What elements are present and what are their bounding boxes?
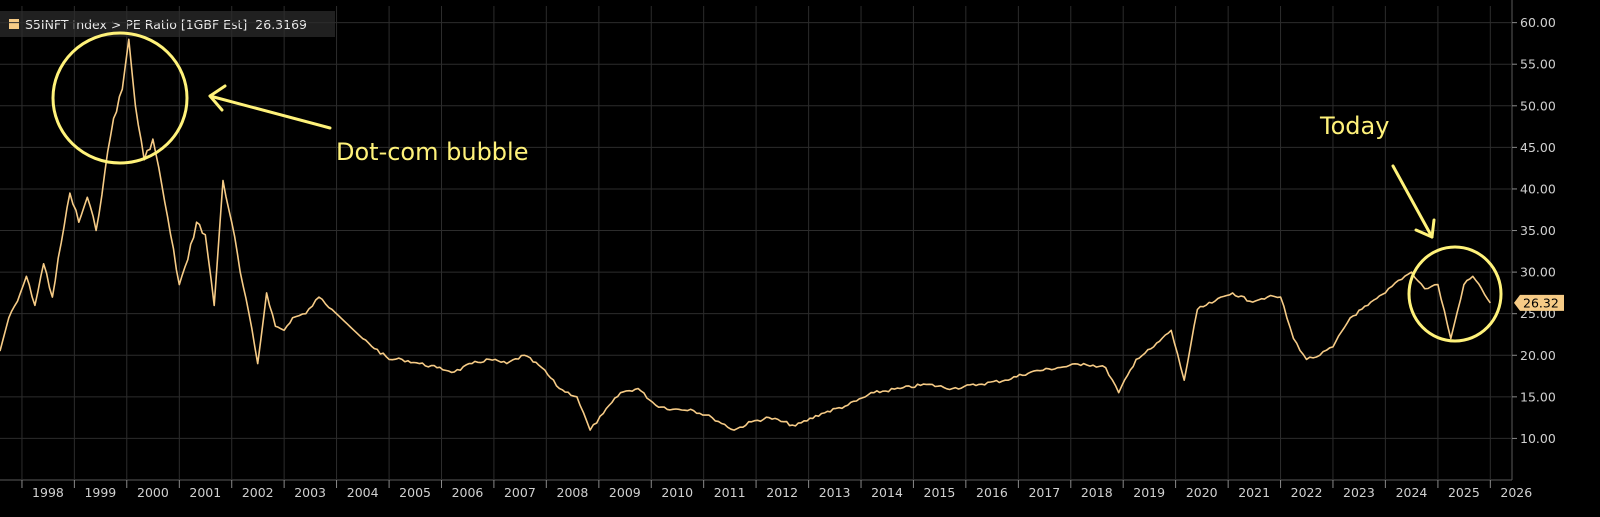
x-tick-label: 2021 (1238, 485, 1270, 500)
legend-swatch (9, 19, 19, 29)
x-tick-label: 2025 (1448, 485, 1480, 500)
x-tick-label: 2004 (347, 485, 379, 500)
x-tick-label: 2008 (557, 485, 589, 500)
today-arrow-shaft (1391, 164, 1434, 239)
legend: S5INFT Index > PE Ratio [1GBF Est] 26.316… (0, 11, 335, 37)
x-tick-label: 2015 (924, 485, 956, 500)
dotcom-arrow-head (208, 84, 227, 112)
grid (0, 0, 1513, 481)
y-tick-label: 45.00 (1520, 140, 1556, 155)
x-tick-label: 2026 (1500, 485, 1532, 500)
y-tick-label: 20.00 (1520, 348, 1556, 363)
today-arrow-head (1414, 218, 1436, 239)
last-value-marker: 26.32 (1514, 294, 1564, 311)
x-tick-label: 2003 (294, 485, 326, 500)
y-axis: 10.0015.0020.0025.0030.0035.0040.0045.00… (1512, 15, 1556, 446)
x-tick-label: 1999 (84, 485, 116, 500)
x-tick-label: 2020 (1186, 485, 1218, 500)
x-tick-label: 2024 (1396, 485, 1428, 500)
y-tick-label: 35.00 (1520, 223, 1556, 238)
x-tick-label: 2016 (976, 485, 1008, 500)
legend-separator: > (110, 16, 122, 32)
x-tick-label: 2022 (1291, 485, 1323, 500)
legend-field: PE Ratio [1GBF Est] (125, 16, 248, 32)
x-tick-label: 2010 (661, 485, 693, 500)
x-tick-label: 2000 (137, 485, 169, 500)
legend-value: 26.3169 (255, 16, 307, 32)
x-tick-label: 2007 (504, 485, 536, 500)
x-tick-label: 2012 (766, 485, 798, 500)
y-tick-label: 40.00 (1520, 181, 1556, 196)
x-tick-label: 1998 (32, 485, 64, 500)
x-tick-label: 2019 (1133, 485, 1165, 500)
y-tick-label: 15.00 (1520, 389, 1556, 404)
y-tick-label: 10.00 (1520, 431, 1556, 446)
series-line (0, 38, 1491, 431)
x-tick-label: 2017 (1028, 485, 1060, 500)
last-value-badge (1514, 294, 1564, 311)
x-tick-label: 2006 (452, 485, 484, 500)
x-tick-label: 2005 (399, 485, 431, 500)
dotcom-circle (51, 31, 189, 165)
y-tick-label: 55.00 (1520, 57, 1556, 72)
y-tick-label: 30.00 (1520, 265, 1556, 280)
x-axis: 1998 1999 2000 2001 2002 2003 2004 2005 2006 2007… (21, 480, 1532, 500)
x-tick-label: 2001 (189, 485, 221, 500)
x-tick-label: 2014 (871, 485, 903, 500)
series-line-group (0, 38, 1491, 431)
x-tick-label: 2013 (819, 485, 851, 500)
annotations: Dot-com bubble Today (51, 31, 1503, 343)
x-tick-label: 2002 (242, 485, 274, 500)
x-tick-label: 2011 (714, 485, 746, 500)
last-value-label: 26.32 (1523, 295, 1559, 310)
x-tick-label: 2009 (609, 485, 641, 500)
legend-ticker: S5INFT Index (25, 16, 107, 32)
y-tick-label: 50.00 (1520, 98, 1556, 113)
x-tick-label: 2018 (1081, 485, 1113, 500)
x-tick-label: 2023 (1343, 485, 1375, 500)
dotcom-label: Dot-com bubble (336, 138, 528, 166)
today-circle (1407, 245, 1503, 343)
y-tick-label: 60.00 (1520, 15, 1556, 30)
dotcom-arrow-shaft (208, 94, 332, 130)
today-label: Today (1319, 112, 1389, 140)
